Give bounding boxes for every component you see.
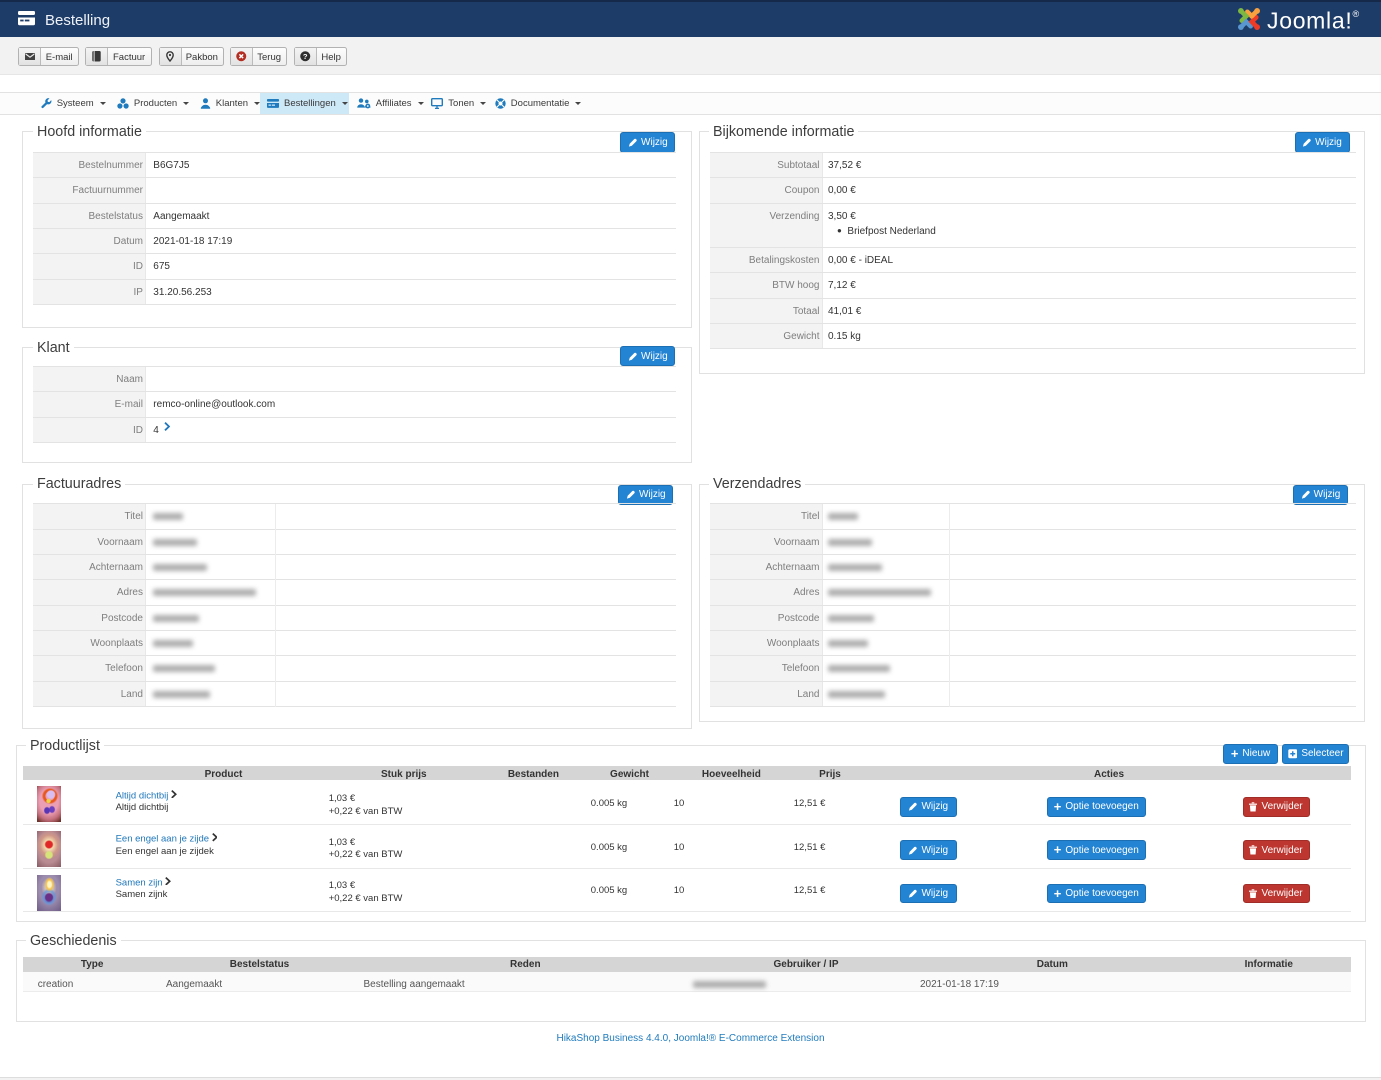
svg-text:?: ? (303, 52, 308, 61)
